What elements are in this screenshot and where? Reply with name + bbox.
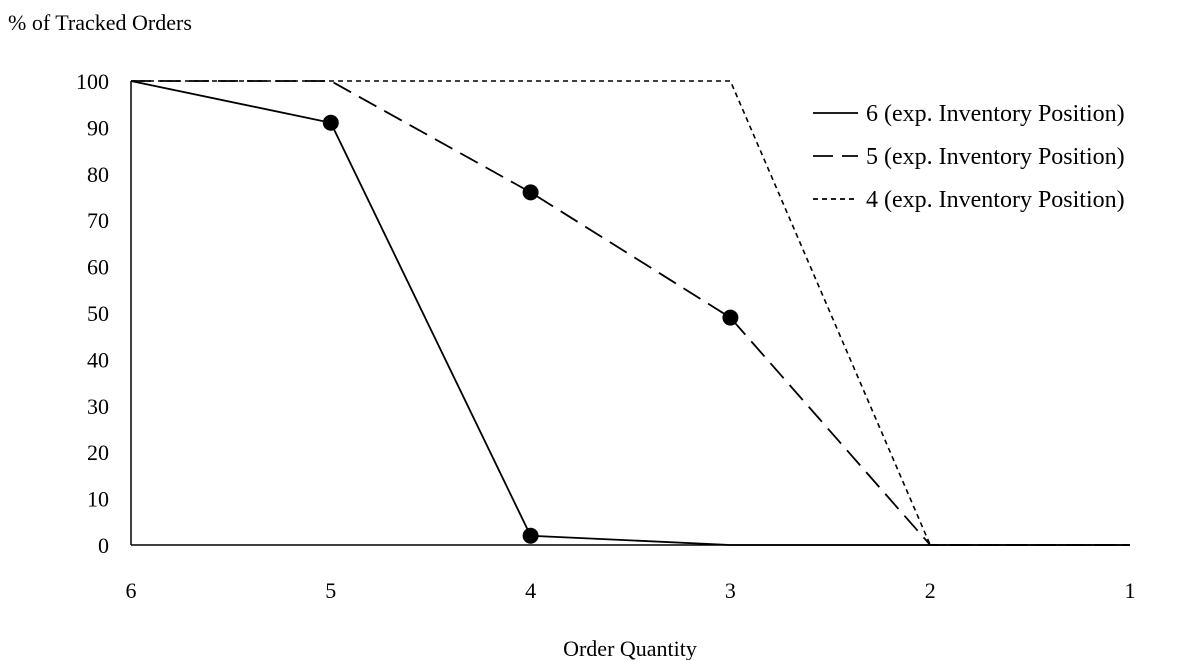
x-axis-ticks: 6 5 4 3 2 1 xyxy=(126,578,1136,603)
y-tick-label: 0 xyxy=(98,533,109,558)
series-group xyxy=(130,80,1130,546)
legend-label-2: 5 (exp. Inventory Position) xyxy=(866,144,1125,170)
legend-label-1: 6 (exp. Inventory Position) xyxy=(866,101,1125,127)
data-point-marker xyxy=(722,309,739,326)
legend-label-3: 4 (exp. Inventory Position) xyxy=(866,187,1125,213)
y-tick-label: 50 xyxy=(87,301,109,326)
x-tick-label: 5 xyxy=(325,578,336,603)
y-tick-label: 80 xyxy=(87,162,109,187)
y-tick-label: 60 xyxy=(87,255,109,280)
x-axis-title: Order Quantity xyxy=(563,636,697,660)
y-tick-label: 20 xyxy=(87,440,109,465)
x-tick-label: 1 xyxy=(1125,578,1136,603)
x-tick-label: 4 xyxy=(525,578,536,603)
y-tick-label: 90 xyxy=(87,115,109,140)
y-tick-label: 40 xyxy=(87,347,109,372)
series-line-3 xyxy=(131,80,1130,546)
legend: 6 (exp. Inventory Position) 5 (exp. Inven… xyxy=(813,101,1125,213)
x-tick-label: 2 xyxy=(925,578,936,603)
y-tick-label: 30 xyxy=(87,394,109,419)
x-tick-label: 6 xyxy=(126,578,137,603)
y-axis-title: % of Tracked Orders xyxy=(8,10,192,35)
y-axis-ticks: 0 10 20 30 40 50 60 70 80 90 100 xyxy=(76,69,109,558)
y-tick-label: 100 xyxy=(76,69,109,94)
x-tick-label: 3 xyxy=(725,578,736,603)
data-point-marker xyxy=(522,184,539,201)
y-tick-label: 70 xyxy=(87,208,109,233)
data-point-marker xyxy=(522,527,539,544)
data-point-marker xyxy=(322,114,339,131)
y-tick-label: 10 xyxy=(87,487,109,512)
